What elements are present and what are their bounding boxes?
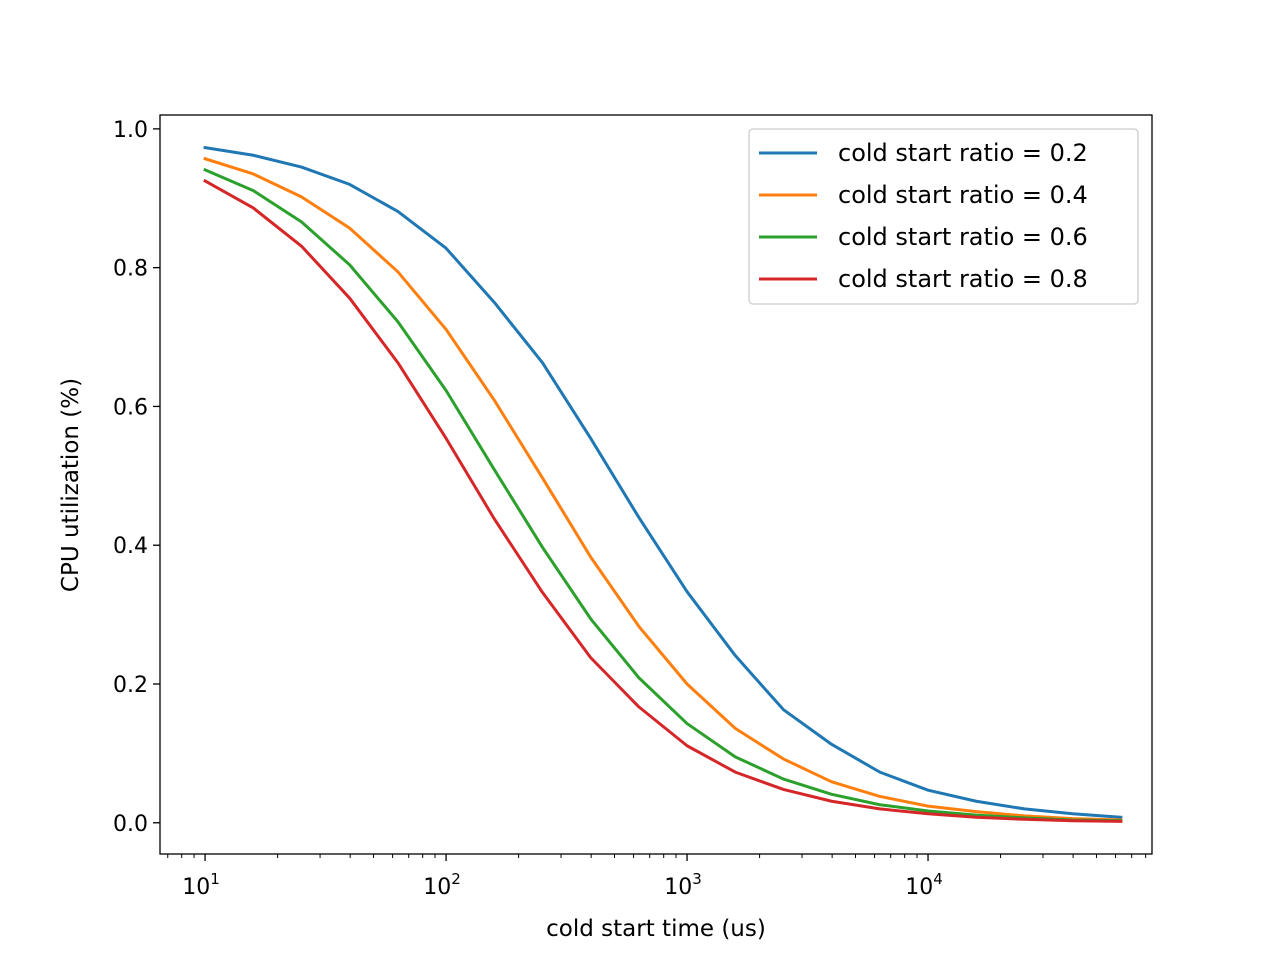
series-line-1 bbox=[203, 156, 1123, 822]
y-tick-label-3: 0.6 bbox=[113, 395, 148, 420]
y-tick-label-1: 0.2 bbox=[113, 673, 148, 698]
x-tick-label-2: 103 bbox=[664, 870, 702, 900]
series-line-3 bbox=[203, 178, 1123, 823]
legend-label-2: cold start ratio = 0.6 bbox=[838, 223, 1088, 251]
y-tick-label-0: 0.0 bbox=[113, 812, 148, 837]
x-tick-label-3: 104 bbox=[905, 870, 943, 900]
legend-label-3: cold start ratio = 0.8 bbox=[838, 265, 1088, 293]
y-tick-label-4: 0.8 bbox=[113, 257, 148, 282]
y-tick-label-5: 1.0 bbox=[113, 118, 148, 143]
y-axis-label: CPU utilization (%) bbox=[58, 378, 84, 592]
legend-frame bbox=[748, 128, 1139, 305]
legend: cold start ratio = 0.2 cold start ratio =… bbox=[748, 128, 1139, 305]
x-axis-label: cold start time (us) bbox=[546, 916, 766, 942]
x-tick-label-0: 101 bbox=[182, 870, 220, 900]
series-line-2 bbox=[203, 167, 1123, 823]
legend-label-0: cold start ratio = 0.2 bbox=[838, 139, 1088, 167]
series-line-0 bbox=[203, 145, 1123, 819]
legend-label-1: cold start ratio = 0.4 bbox=[838, 181, 1088, 209]
series-layer bbox=[203, 145, 1123, 823]
plot-frame bbox=[159, 114, 1153, 855]
ticks-layer: 0.0 0.2 0.4 0.6 0.8 1.0 101 102 103 104 bbox=[113, 118, 1147, 900]
y-tick-label-2: 0.4 bbox=[113, 534, 148, 559]
x-tick-label-1: 102 bbox=[423, 870, 461, 900]
